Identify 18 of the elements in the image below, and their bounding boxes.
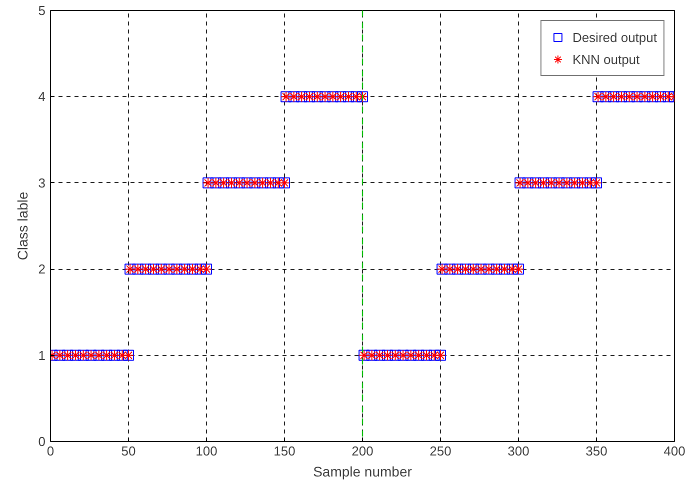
y-tick-label: 4 <box>38 89 46 104</box>
x-tick-label: 250 <box>430 444 452 458</box>
x-tick-label: 200 <box>352 444 374 458</box>
x-tick-label: 150 <box>274 444 296 458</box>
y-axis-title: Class lable <box>14 192 30 260</box>
x-tick-label: 350 <box>586 444 608 458</box>
x-tick-label: 400 <box>664 444 686 458</box>
x-tick-label: 100 <box>196 444 218 458</box>
y-tick-label: 2 <box>38 262 46 277</box>
x-tick-label: 50 <box>121 444 136 458</box>
x-axis-title: Sample number <box>313 464 412 480</box>
y-tick-label: 3 <box>38 175 46 190</box>
legend-label: Desired output <box>572 30 657 44</box>
x-tick-label: 300 <box>508 444 530 458</box>
y-tick-label: 0 <box>38 434 46 449</box>
y-tick-label: 5 <box>38 3 46 18</box>
y-tick-label: 1 <box>38 348 46 363</box>
legend-label: KNN output <box>572 52 640 66</box>
